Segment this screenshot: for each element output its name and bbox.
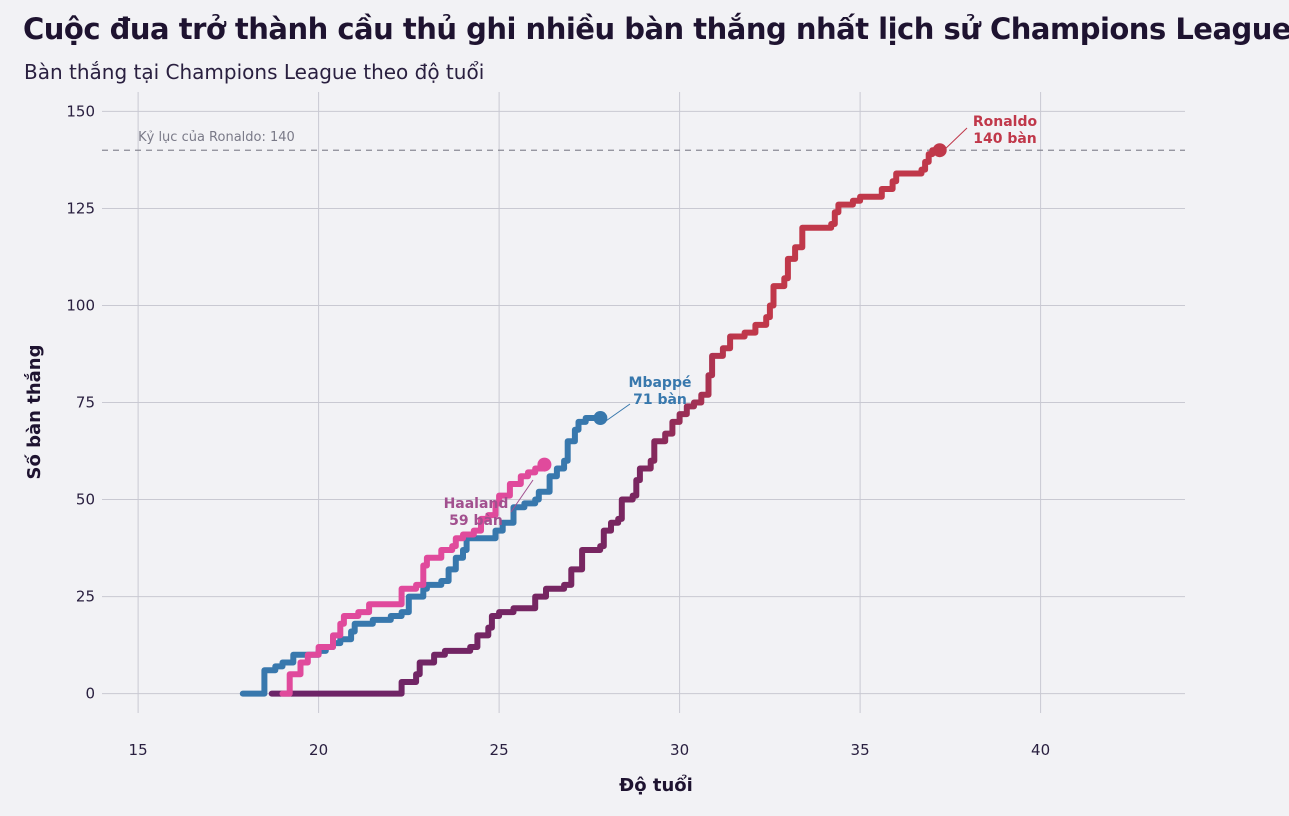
annotation-goals-ronaldo: 140 bàn [973, 131, 1037, 147]
x-tick-label: 15 [129, 741, 148, 759]
annotation-leader-mbappe [602, 403, 631, 424]
annotation-goals-mbappe: 71 bàn [633, 392, 687, 408]
y-tick-label: 100 [66, 296, 95, 314]
y-tick-label: 125 [66, 199, 95, 217]
y-axis-title: Số bàn thắng [24, 345, 45, 480]
series-endpoint-haaland [537, 457, 552, 472]
y-tick-label: 0 [85, 685, 95, 703]
annotation-name-ronaldo: Ronaldo [973, 114, 1038, 130]
y-tick-label: 75 [76, 394, 95, 412]
chart-subtitle: Bàn thắng tại Champions League theo độ t… [24, 60, 485, 84]
x-tick-label: 25 [490, 741, 509, 759]
annotation-name-haaland: Haaland [444, 496, 509, 512]
annotation-leader-haaland [510, 479, 534, 513]
grid: 0 25 50 75 100 125 150 15 20 25 30 35 40 [66, 92, 1185, 759]
record-reference-label: Kỷ lục của Ronaldo: 140 [138, 130, 295, 145]
x-axis-title: Độ tuổi [619, 774, 693, 796]
series-line-haaland [279, 461, 546, 697]
x-tick-label: 30 [670, 741, 689, 759]
y-tick-label: 50 [76, 491, 95, 509]
chart-title: Cuộc đua trở thành cầu thủ ghi nhiều bàn… [23, 12, 1289, 46]
y-tick-label: 25 [76, 588, 95, 606]
series-endpoint-ronaldo [932, 143, 947, 158]
reference-line-group: Kỷ lục của Ronaldo: 140 [102, 130, 1185, 151]
annotation-name-mbappe: Mbappé [629, 375, 692, 391]
x-tick-label: 40 [1031, 741, 1050, 759]
x-tick-label: 20 [309, 741, 328, 759]
annotation-goals-haaland: 59 bàn [449, 513, 503, 529]
y-tick-label: 150 [66, 102, 95, 120]
series-group [239, 143, 947, 697]
series-endpoint-mbappe [593, 411, 608, 426]
series-line-ronaldo [268, 147, 941, 697]
x-tick-label: 35 [851, 741, 870, 759]
annotation-leader-ronaldo [941, 127, 968, 153]
